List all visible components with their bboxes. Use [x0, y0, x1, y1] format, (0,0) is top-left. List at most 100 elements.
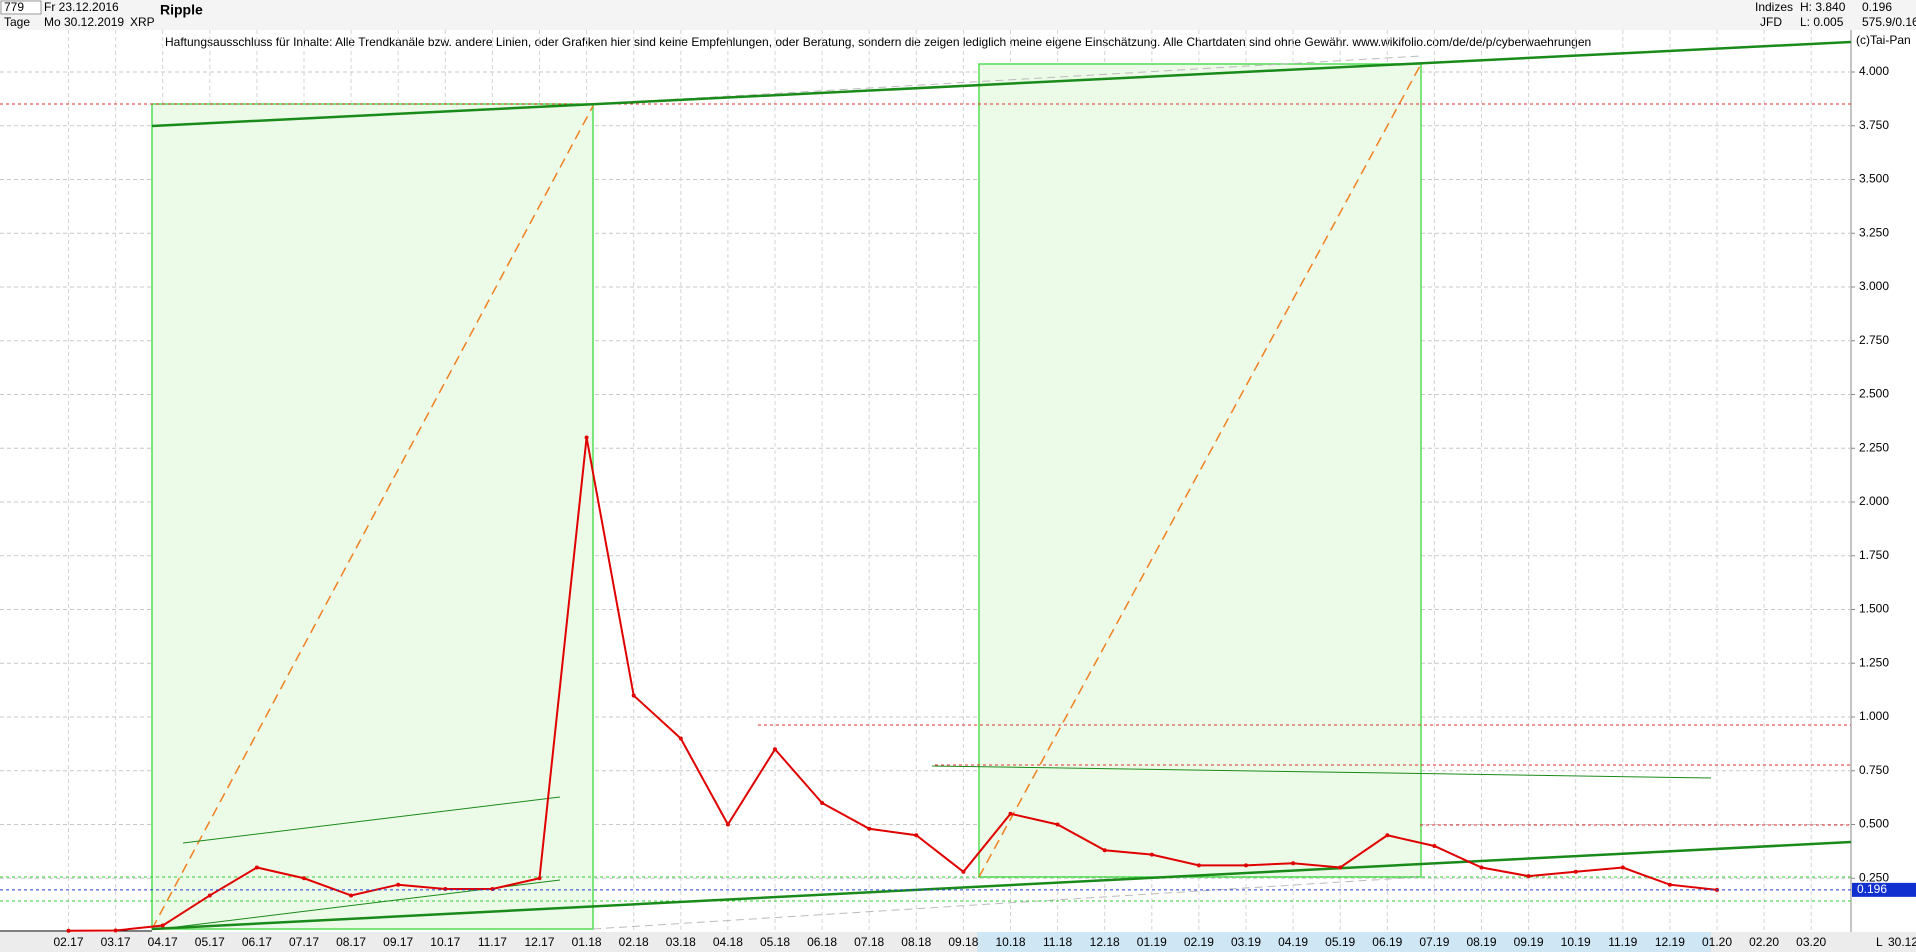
price-point [914, 833, 919, 838]
x-tick-label: 03.18 [666, 935, 696, 949]
price-point [961, 869, 966, 874]
price-point [1526, 874, 1531, 879]
trend-line-thin [182, 796, 561, 844]
subtitle: Haftungsausschluss für Inhalte: Alle Tre… [165, 35, 1591, 49]
price-point [1573, 869, 1578, 874]
x-tick-label: 03.17 [101, 935, 131, 949]
x-tick-label: 05.18 [760, 935, 790, 949]
y-tick-label: 1.750 [1859, 548, 1889, 562]
info: 575.9/0.16 [1862, 15, 1916, 29]
price-point [302, 876, 306, 881]
chart-title: Ripple [160, 2, 203, 18]
price-point [443, 887, 448, 891]
x-tick-label: 11.18 [1043, 935, 1072, 949]
symbol: XRP [130, 15, 155, 29]
high: H: 3.840 [1800, 0, 1846, 14]
price-point [1432, 844, 1437, 848]
price-point [867, 826, 872, 831]
price-point [1055, 822, 1060, 827]
x-tick-label: 12.17 [524, 935, 554, 949]
x-tick-label: 05.19 [1325, 935, 1355, 949]
plot: 0.250 0.500 0.750 1.000 1.250 1.500 1.750 2.000… [0, 30, 1916, 949]
source: JFD [1760, 15, 1782, 29]
y-tick-label: 1.500 [1859, 602, 1889, 616]
y-tick-label: 0.250 [1859, 870, 1889, 884]
header-bar [0, 0, 1916, 30]
x-tick-label: 06.17 [242, 935, 272, 949]
price-point [1667, 882, 1672, 887]
price-point [773, 747, 777, 752]
x-tick-label: 12.19 [1655, 935, 1685, 949]
guide-line [592, 876, 1422, 930]
x-tick-label: 09.17 [383, 935, 413, 949]
y-tick-label: 2.250 [1859, 440, 1889, 454]
projection-diagonal [978, 63, 1422, 878]
scale-mode: L [1876, 935, 1883, 949]
x-tick-label: 11.17 [478, 935, 507, 949]
price-point [1244, 863, 1248, 868]
y-tick-label: 2.750 [1859, 333, 1889, 347]
y-tick-label: 0.750 [1859, 763, 1889, 777]
x-tick-label: 10.17 [430, 935, 460, 949]
trend-line-thin [931, 765, 1712, 779]
market: Indizes [1755, 0, 1793, 14]
price-point [820, 801, 825, 805]
end-date: Mo 30.12.2019 [44, 15, 124, 29]
x-tick-label: 04.17 [148, 935, 178, 949]
x-tick-label: 08.18 [901, 935, 931, 949]
x-tick-label: 06.19 [1372, 935, 1402, 949]
guide-line [592, 55, 1422, 105]
x-tick-label: 09.19 [1514, 935, 1544, 949]
trend-line [151, 40, 1852, 128]
trend-line [151, 840, 1852, 931]
x-tick-label: 07.18 [854, 935, 884, 949]
price-point [160, 923, 165, 928]
y-tick-label: 1.000 [1859, 709, 1889, 723]
y-tick-label: 2.000 [1859, 494, 1889, 508]
y-tick-label: 1.250 [1859, 655, 1889, 669]
y-tick-label: 3.250 [1859, 225, 1889, 239]
projection-diagonal [151, 105, 594, 930]
x-tick-label: 01.19 [1137, 935, 1167, 949]
price-point [678, 736, 683, 741]
price-point [631, 693, 636, 698]
price-point [396, 882, 401, 887]
price-point [1196, 863, 1201, 868]
price-point [584, 435, 589, 440]
price-point [66, 928, 71, 933]
x-tick-label: 06.18 [807, 935, 837, 949]
start-date: Fr 23.12.2016 [44, 0, 119, 14]
price-point [254, 865, 259, 870]
x-tick-label: 02.17 [53, 935, 83, 949]
x-tick-label: 10.19 [1561, 935, 1591, 949]
id: 779 [4, 0, 24, 14]
x-tick-label: 02.20 [1749, 935, 1779, 949]
price-point [537, 876, 542, 881]
end-date-label: 30.12.19 [1888, 935, 1916, 949]
price-point [1479, 865, 1484, 870]
x-tick-label: 03.19 [1231, 935, 1261, 949]
price-point [207, 893, 212, 898]
x-tick-label: 02.18 [619, 935, 649, 949]
x-tick-label: 01.20 [1702, 935, 1732, 949]
period: Tage [4, 15, 30, 29]
price-line [68, 437, 1718, 932]
price-point [1385, 833, 1390, 838]
price-point [1008, 811, 1013, 816]
low: L: 0.005 [1800, 15, 1844, 29]
price-point [1338, 865, 1343, 870]
x-tick-label: 08.19 [1466, 935, 1496, 949]
y-tick-label: 4.000 [1859, 64, 1889, 78]
y-tick-label: 3.500 [1859, 172, 1889, 186]
id-box[interactable] [0, 0, 42, 15]
price-point [113, 928, 118, 933]
x-tick-label: 03.20 [1796, 935, 1826, 949]
price-point [1620, 865, 1625, 870]
copyright: (c)Tai-Pan [1856, 33, 1911, 47]
x-tick-label: 10.18 [995, 935, 1025, 949]
y-tick-label: 0.500 [1859, 817, 1889, 831]
selection-range [977, 932, 1711, 952]
x-tick-label: 04.19 [1278, 935, 1308, 949]
x-tick-label: 07.19 [1419, 935, 1449, 949]
